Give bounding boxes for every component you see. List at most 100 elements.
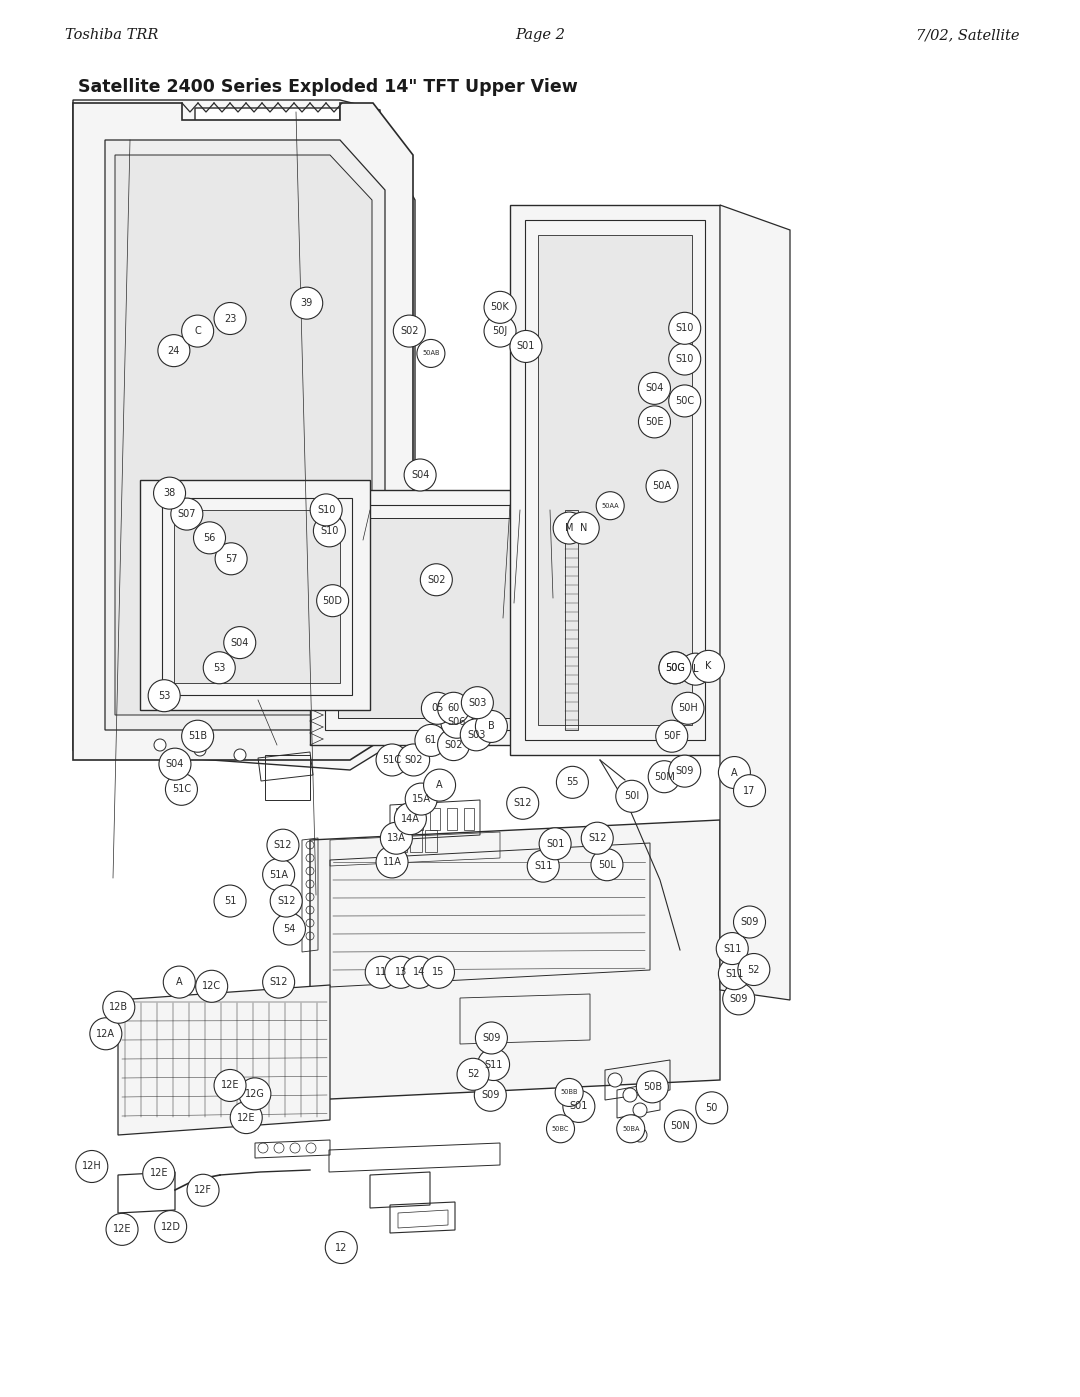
Text: 50N: 50N [671,1120,690,1132]
Circle shape [659,652,691,683]
Text: 12C: 12C [202,981,221,992]
Circle shape [193,522,226,553]
Text: 50M: 50M [653,771,675,782]
Text: S09: S09 [481,1090,500,1101]
Text: 50J: 50J [492,326,508,337]
Text: 12E: 12E [220,1080,240,1091]
Circle shape [171,499,203,529]
Circle shape [310,495,342,525]
Text: 05: 05 [431,703,444,714]
Circle shape [484,292,516,323]
Text: 23: 23 [224,313,237,324]
Circle shape [616,781,648,812]
Circle shape [723,983,755,1014]
Circle shape [384,957,417,988]
Text: S09: S09 [675,766,694,777]
Text: 50G: 50G [665,662,685,673]
Text: Satellite 2400 Series Exploded 14" TFT Upper View: Satellite 2400 Series Exploded 14" TFT U… [78,78,578,96]
Text: S10: S10 [675,323,694,334]
Text: 50I: 50I [624,791,639,802]
Text: 54: 54 [283,923,296,935]
Circle shape [405,784,437,814]
Circle shape [659,652,691,683]
Text: S02: S02 [427,574,446,585]
Circle shape [376,745,408,775]
Text: 15: 15 [432,967,445,978]
Text: 50BA: 50BA [622,1126,639,1132]
Polygon shape [174,510,340,683]
Text: 51B: 51B [188,731,207,742]
Text: 50E: 50E [645,416,664,427]
Circle shape [669,313,701,344]
Text: 52: 52 [747,964,760,975]
Circle shape [394,803,427,834]
Circle shape [214,303,246,334]
Circle shape [103,992,135,1023]
Circle shape [380,823,413,854]
Text: S04: S04 [645,383,664,394]
Circle shape [638,407,671,437]
Circle shape [273,914,306,944]
Text: 14: 14 [413,967,426,978]
Text: A: A [731,767,738,778]
Circle shape [148,680,180,711]
Text: S11: S11 [723,943,742,954]
Circle shape [646,471,678,502]
Circle shape [153,478,186,509]
Text: 50C: 50C [675,395,694,407]
Circle shape [553,513,585,543]
Circle shape [692,651,725,682]
Polygon shape [140,481,370,710]
Text: 55: 55 [566,777,579,788]
Circle shape [181,316,214,346]
Circle shape [313,515,346,546]
Circle shape [716,933,748,964]
Polygon shape [510,205,720,754]
Text: 38: 38 [163,488,176,499]
Text: S12: S12 [269,977,288,988]
Circle shape [527,851,559,882]
Circle shape [267,830,299,861]
Text: S02: S02 [404,754,423,766]
Circle shape [90,1018,122,1049]
Text: 51A: 51A [269,869,288,880]
Text: L: L [692,664,699,675]
Text: S07: S07 [177,509,197,520]
Text: 56: 56 [203,532,216,543]
Circle shape [669,756,701,787]
Circle shape [154,1211,187,1242]
Text: 60: 60 [447,703,460,714]
Text: 12G: 12G [245,1088,265,1099]
Circle shape [195,971,228,1002]
Circle shape [262,859,295,890]
Text: S12: S12 [273,840,293,851]
Circle shape [664,1111,697,1141]
Text: S10: S10 [316,504,336,515]
Text: S12: S12 [588,833,607,844]
Text: 51C: 51C [172,784,191,795]
Text: S01: S01 [569,1101,589,1112]
Circle shape [718,757,751,788]
Circle shape [623,1088,637,1102]
Circle shape [457,1059,489,1090]
Circle shape [475,1023,508,1053]
Text: S04: S04 [165,759,185,770]
Circle shape [633,1127,647,1141]
Text: 50AA: 50AA [602,503,619,509]
Text: S04: S04 [230,637,249,648]
Circle shape [555,1078,583,1106]
Text: 12E: 12E [149,1168,168,1179]
Text: 13: 13 [394,967,407,978]
Text: 53: 53 [158,690,171,701]
Circle shape [262,967,295,997]
Circle shape [421,693,454,724]
Text: 50D: 50D [323,595,342,606]
Circle shape [563,1091,595,1122]
Circle shape [224,627,256,658]
Circle shape [230,1102,262,1133]
Text: S12: S12 [513,798,532,809]
Circle shape [365,957,397,988]
Text: 13A: 13A [387,833,406,844]
Circle shape [393,316,426,346]
Circle shape [633,1104,647,1118]
